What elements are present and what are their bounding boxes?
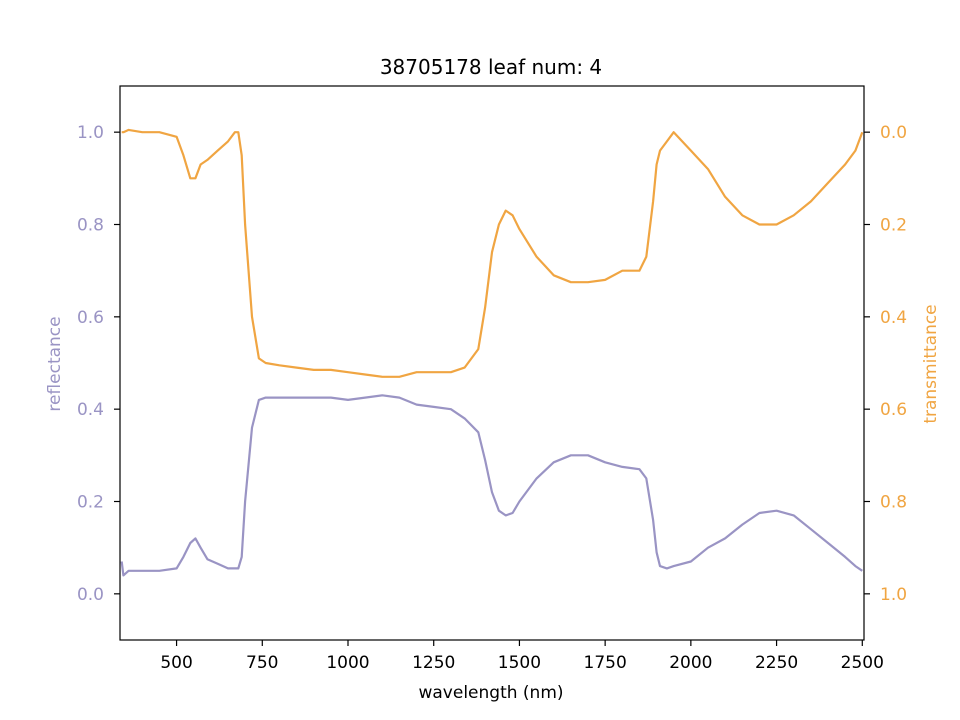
left-y-axis-label: reflectance [45, 316, 65, 411]
plot-lines [122, 130, 863, 576]
left-y-tick-label: 0.8 [77, 216, 104, 236]
x-axis: 500 750 1000 1250 1500 1750 2000 2250 2500 [160, 640, 884, 673]
right-y-tick-label: 0.0 [880, 123, 907, 143]
right-y-tick-label: 0.6 [880, 400, 907, 420]
x-tick-label: 2000 [669, 653, 712, 673]
right-y-tick-label: 0.8 [880, 493, 907, 513]
x-tick-label: 500 [160, 653, 192, 673]
reflectance-line [122, 395, 863, 575]
plot-frame [120, 86, 864, 640]
right-y-tick-label: 0.4 [880, 308, 907, 328]
x-tick-label: 1500 [498, 653, 541, 673]
left-y-axis: 0.0 0.2 0.4 0.6 0.8 1.0 [77, 123, 120, 605]
left-y-tick-label: 0.4 [77, 400, 104, 420]
left-y-tick-label: 0.0 [77, 585, 104, 605]
x-tick-label: 2250 [755, 653, 798, 673]
x-axis-label: wavelength (nm) [418, 683, 563, 703]
x-tick-label: 1750 [584, 653, 627, 673]
right-y-axis: 0.0 0.2 0.4 0.6 0.8 1.0 [864, 123, 907, 605]
transmittance-line [122, 130, 863, 377]
right-y-tick-label: 1.0 [880, 585, 907, 605]
left-y-tick-label: 0.6 [77, 308, 104, 328]
x-tick-label: 1250 [412, 653, 455, 673]
x-tick-label: 1000 [326, 653, 369, 673]
right-y-tick-label: 0.2 [880, 216, 907, 236]
left-y-tick-label: 0.2 [77, 493, 104, 513]
right-y-axis-label: transmittance [921, 304, 941, 423]
x-tick-label: 2500 [841, 653, 884, 673]
chart-title: 38705178 leaf num: 4 [380, 55, 602, 79]
x-tick-label: 750 [246, 653, 278, 673]
left-y-tick-label: 1.0 [77, 123, 104, 143]
